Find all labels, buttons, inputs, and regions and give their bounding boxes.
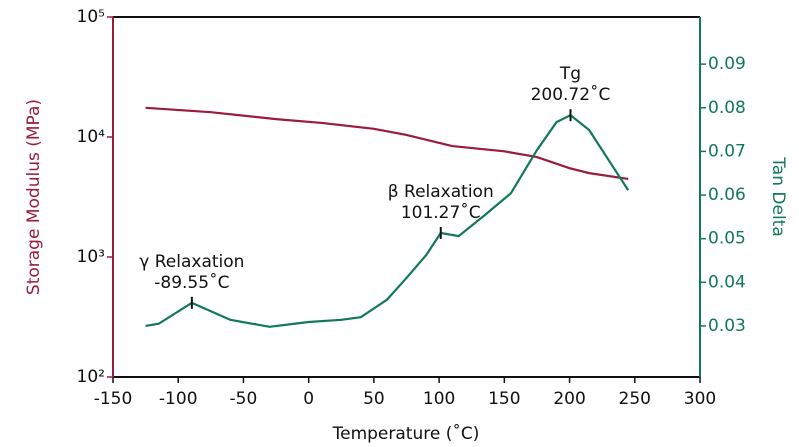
y2-tick-label: 0.08 — [708, 98, 746, 118]
y2-tick-label: 0.05 — [708, 229, 746, 249]
y-tick-label: 10⁵ — [77, 7, 105, 27]
x-tick-label: -150 — [94, 389, 133, 409]
x-tick-label: 100 — [423, 389, 455, 409]
annotation-text: 200.72˚C — [531, 84, 611, 105]
data-line — [145, 106, 629, 181]
x-tick-label: -100 — [159, 389, 198, 409]
y-tick-label: 10² — [77, 367, 105, 387]
y-tick-label: 10⁴ — [77, 127, 106, 147]
annotation-text: γ Relaxation — [139, 252, 244, 272]
y2-tick-label: 0.09 — [708, 54, 746, 74]
x-tick-label: 50 — [363, 389, 385, 409]
y2-axis-label: Tan Delta — [768, 156, 788, 237]
x-tick-label: 150 — [488, 389, 520, 409]
annotation-text: -89.55˚C — [154, 272, 229, 293]
y2-tick-label: 0.06 — [708, 185, 746, 205]
y2-tick-label: 0.04 — [708, 272, 746, 292]
x-tick-label: 250 — [619, 389, 651, 409]
annotation-text: Tg — [559, 64, 581, 84]
annotation-text: 101.27˚C — [401, 202, 481, 223]
y-axis-label: Storage Modulus (MPa) — [24, 99, 44, 295]
data-line — [145, 113, 630, 328]
x-tick-label: 0 — [303, 389, 314, 409]
x-tick-label: 200 — [553, 389, 585, 409]
x-axis-label: Temperature (˚C) — [332, 423, 480, 444]
y-tick-label: 10³ — [77, 247, 105, 267]
x-tick-label: -50 — [230, 389, 258, 409]
y2-tick-label: 0.03 — [708, 316, 746, 336]
y2-tick-label: 0.07 — [708, 141, 746, 161]
x-tick-label: 300 — [684, 389, 716, 409]
annotation-text: β Relaxation — [388, 182, 494, 202]
